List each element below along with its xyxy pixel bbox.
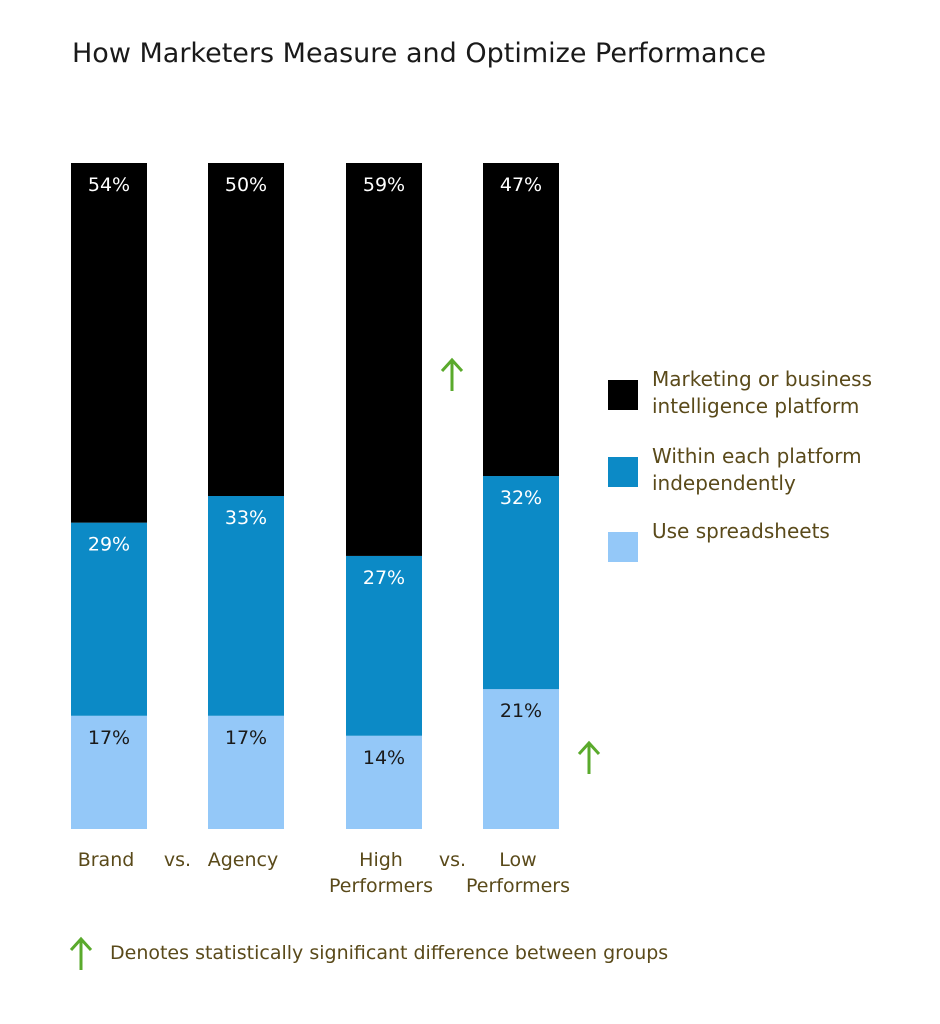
bar-segment <box>208 715 284 829</box>
data-label: 54% <box>88 174 130 196</box>
category-label: Performers <box>329 875 433 897</box>
significance-arrow-icon <box>577 740 601 774</box>
footnote-text: Denotes statistically significant differ… <box>110 942 669 964</box>
bar-segment <box>71 163 147 523</box>
category-label: Agency <box>208 849 278 871</box>
bar-segment <box>208 496 284 716</box>
data-label: 14% <box>363 747 405 769</box>
data-label: 32% <box>500 487 542 509</box>
legend-label: Use spreadsheets <box>652 519 830 543</box>
legend-label: Within each platform independently <box>652 444 862 495</box>
category-label: Performers <box>466 875 570 897</box>
data-label: 17% <box>225 727 267 749</box>
legend-swatch <box>608 457 638 487</box>
bar-segment <box>346 735 422 829</box>
up-arrow-icon <box>69 936 93 970</box>
bar-segment <box>346 555 422 736</box>
vs-separator: vs. <box>439 849 466 871</box>
data-label: 17% <box>88 727 130 749</box>
bar-segment <box>71 522 147 716</box>
data-label: 29% <box>88 534 130 556</box>
bar-segment <box>483 476 559 690</box>
category-label: Low <box>499 849 536 871</box>
data-label: 59% <box>363 174 405 196</box>
chart-title: How Marketers Measure and Optimize Perfo… <box>72 38 767 69</box>
legend-swatch <box>608 532 638 562</box>
data-label: 27% <box>363 567 405 589</box>
category-label: Brand <box>78 849 135 871</box>
significance-arrow-icon <box>440 357 464 391</box>
bar-segment <box>483 163 559 477</box>
data-label: 47% <box>500 174 542 196</box>
legend-label: Marketing or business intelligence platfo… <box>652 367 873 418</box>
bar-segment <box>208 163 284 496</box>
category-label: High <box>359 849 403 871</box>
legend-swatch <box>608 380 638 410</box>
vs-separator: vs. <box>164 849 191 871</box>
bar-segment <box>71 715 147 829</box>
bar-segment <box>346 163 422 556</box>
data-label: 33% <box>225 507 267 529</box>
bar-segment <box>483 689 559 829</box>
data-label: 50% <box>225 174 267 196</box>
data-label: 21% <box>500 700 542 722</box>
